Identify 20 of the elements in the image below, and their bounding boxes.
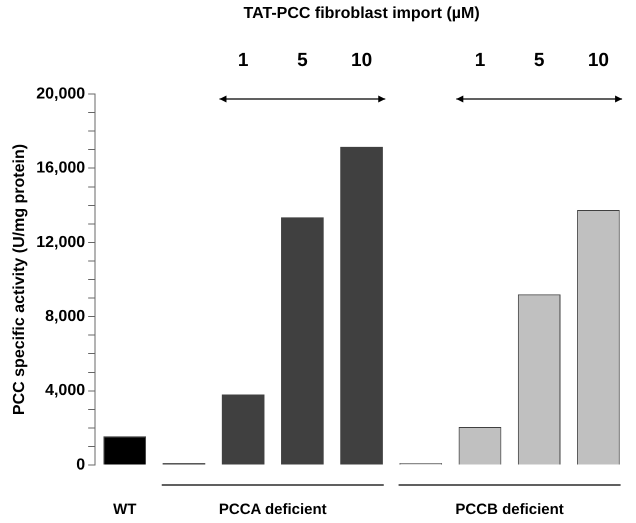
y-tick-label: 12,000 [36, 234, 86, 251]
x-tick-label: 5 [297, 50, 308, 71]
x-tick-label: 5 [534, 50, 545, 71]
x-tick-label: 10 [588, 50, 609, 71]
y-tick-label: 0 [76, 456, 86, 474]
bar [340, 146, 383, 464]
y-tick-label: 4,000 [45, 382, 86, 400]
x-tick-label: 10 [351, 50, 372, 71]
y-tick-label: 20,000 [36, 85, 86, 102]
text: WT [113, 501, 136, 518]
y-tick-label: 8,000 [45, 308, 86, 326]
y-axis-title: PCC specific activity (U/mg protein) [11, 144, 28, 416]
y-tick-label: 16,000 [36, 160, 86, 177]
x-axis-title: TAT-PCC fibroblast import (µM) [243, 5, 480, 22]
x-tick-label: 1 [474, 50, 486, 71]
bar [281, 217, 324, 464]
bar [222, 394, 264, 464]
x-tick-label: 1 [238, 50, 249, 71]
text: PCCB deficient [455, 501, 564, 518]
text: PCCA deficient [218, 501, 327, 518]
